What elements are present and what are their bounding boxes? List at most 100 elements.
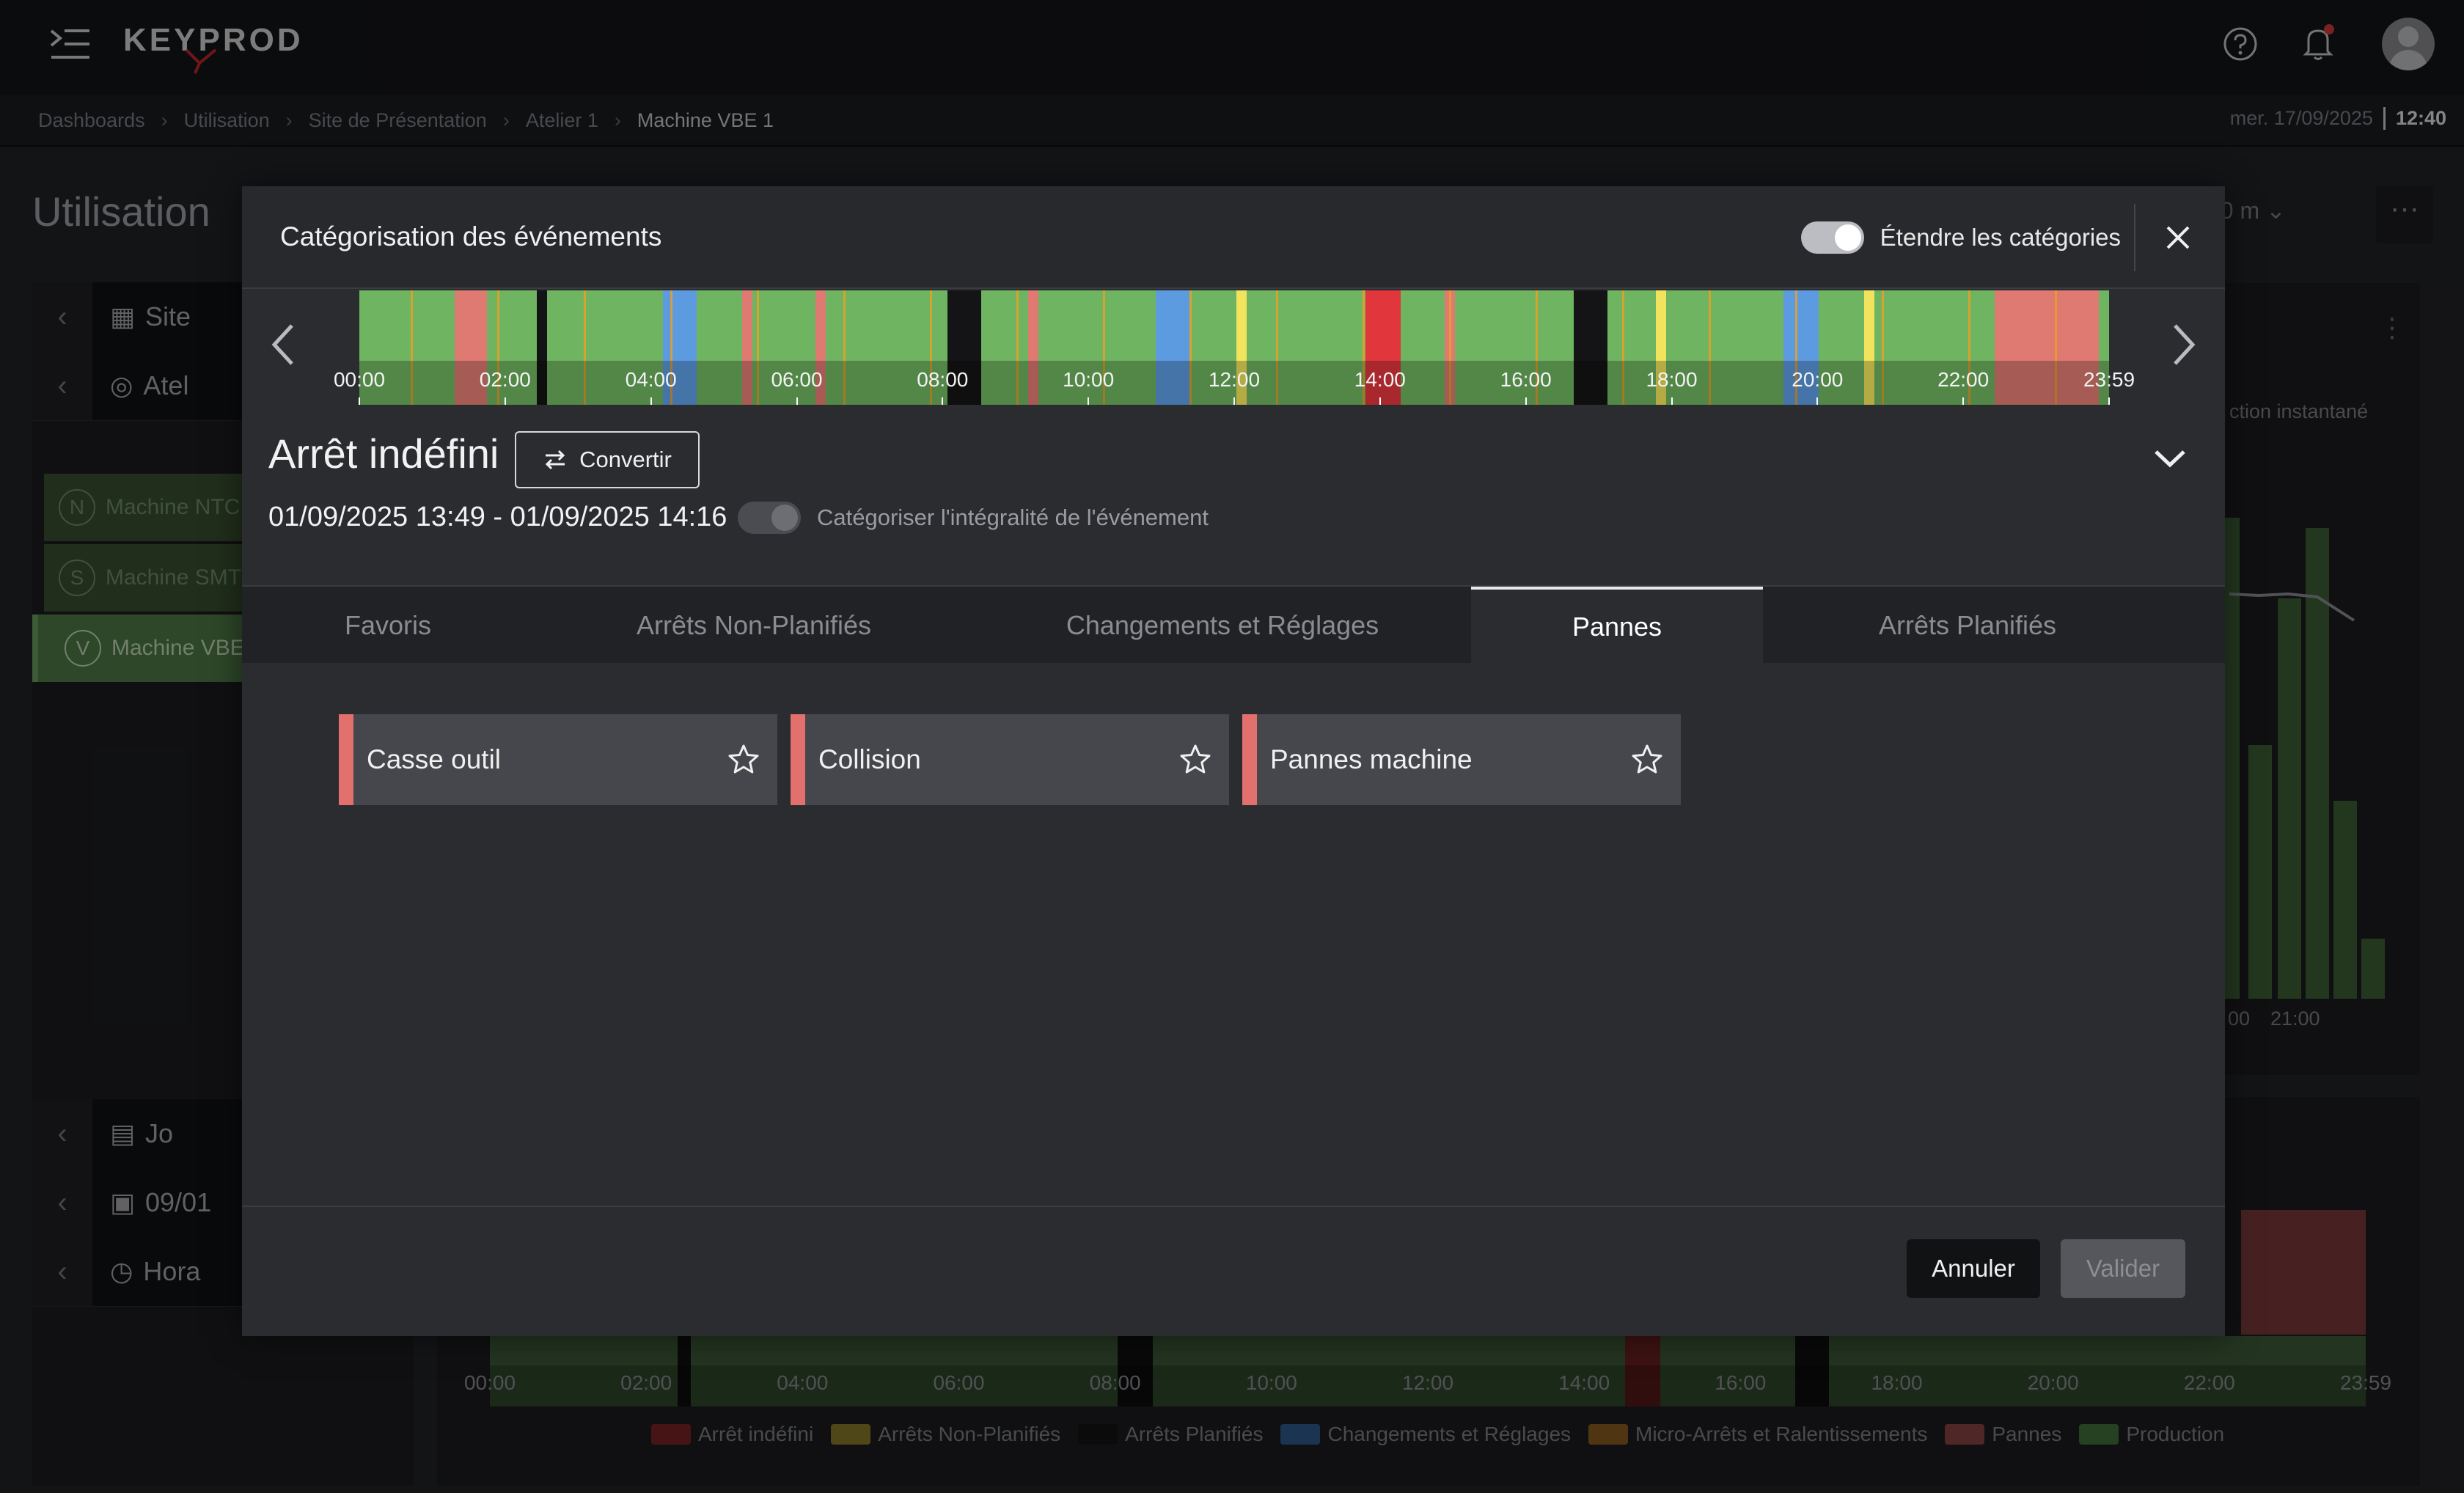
timeline-tick-mark: [2108, 397, 2110, 405]
cancel-button[interactable]: Annuler: [1907, 1239, 2040, 1298]
chart-legend: Arrêt indéfini Arrêts Non-Planifiés Arrêts…: [651, 1423, 2233, 1446]
legend-swatch: [1280, 1424, 1321, 1445]
current-date: mer. 17/09/2025: [2229, 107, 2373, 129]
legend-label: Micro-Arrêts et Ralentissements: [1635, 1423, 1928, 1445]
bell-icon[interactable]: [2300, 23, 2336, 62]
chevron-left-icon[interactable]: ‹: [32, 1168, 92, 1237]
event-timeline[interactable]: [359, 290, 2109, 405]
menu-toggle-icon[interactable]: [48, 26, 92, 62]
category-tabs: Favoris Arrêts Non-Planifiés Changements…: [242, 585, 2225, 664]
chevron-left-icon[interactable]: ‹: [32, 1099, 92, 1168]
tab-arrets-non-planifies[interactable]: Arrêts Non-Planifiés: [636, 610, 872, 640]
legend-item[interactable]: Pannes: [1945, 1423, 2061, 1446]
legend-label: Production: [2126, 1423, 2225, 1445]
timeline-tick-label: 22:00: [1937, 368, 1990, 391]
timeline-tick-label: 23:59: [2339, 1371, 2392, 1394]
bottom-timeline-ticks: 00:00 02:00 04:00 06:00 08:00 10:00 12:00 14:00…: [464, 1365, 2391, 1406]
legend-swatch: [2079, 1424, 2119, 1445]
workshop-icon: ◎: [110, 370, 133, 400]
timeline-tick-label: 04:00: [777, 1371, 829, 1394]
categorize-all-label: Catégoriser l'intégralité de l'événement: [817, 505, 1209, 530]
legend-item[interactable]: Production: [2079, 1423, 2224, 1446]
machine-item[interactable]: S Machine SMT: [44, 544, 271, 612]
timeline-tick-mark: [1233, 397, 1235, 405]
legend-item[interactable]: Changements et Réglages: [1280, 1423, 1571, 1446]
timeline-tick-label: 14:00: [1558, 1371, 1610, 1394]
timeline-tick-label: 12:00: [1208, 368, 1261, 391]
categorization-modal: Catégorisation des événements Étendre le…: [242, 186, 2225, 1336]
category-card[interactable]: Casse outil: [339, 714, 777, 805]
chart-bar: [2222, 518, 2240, 999]
breadcrumb-dashboards[interactable]: Dashboards: [38, 109, 145, 131]
timeline-tick-mark: [1671, 397, 1673, 405]
category-card[interactable]: Collision: [791, 714, 1229, 805]
category-card[interactable]: Pannes machine: [1242, 714, 1681, 805]
chart-bar: [2306, 528, 2329, 999]
chevron-left-icon[interactable]: ‹: [32, 282, 92, 351]
panel-menu-icon[interactable]: ⋮: [2379, 312, 2405, 342]
legend-item[interactable]: Arrêts Non-Planifiés: [831, 1423, 1060, 1446]
tab-favoris[interactable]: Favoris: [344, 610, 432, 640]
timeline-tick-label: 08:00: [1089, 1371, 1141, 1394]
timeline-ticks: 00:00 02:00 04:00 06:00 08:00 10:00 12:00 14:00…: [334, 361, 2135, 405]
timeline-tick-mark: [1525, 397, 1527, 405]
breadcrumb-site[interactable]: Site de Présentation: [308, 109, 487, 131]
top-bar: KEYPROD: [0, 0, 2464, 95]
timeline-tick-label: 12:00: [1401, 1371, 1454, 1394]
validate-button[interactable]: Valider: [2061, 1239, 2185, 1298]
chevron-right-icon: ›: [502, 109, 510, 131]
machine-type-icon: S: [59, 560, 95, 596]
timeline-tick-label: 23:59: [2083, 368, 2135, 391]
favorite-star-icon[interactable]: [726, 742, 761, 777]
modal-title: Catégorisation des événements: [280, 221, 662, 252]
categorize-all-toggle[interactable]: [738, 502, 801, 534]
tab-arrets-planifies[interactable]: Arrêts Planifiés: [1878, 610, 2057, 640]
close-icon[interactable]: [2160, 220, 2196, 255]
timeline-tick-mark: [359, 397, 360, 405]
timeline-prev-icon[interactable]: [264, 315, 305, 374]
timeline-tick-label: 06:00: [933, 1371, 985, 1394]
timeline-tick-label: 04:00: [625, 368, 677, 391]
machine-item[interactable]: N Machine NTC: [44, 474, 271, 541]
timeline-tick-label: 00:00: [463, 1371, 516, 1394]
user-avatar-icon[interactable]: [2382, 18, 2435, 70]
more-options-icon[interactable]: ···: [2376, 186, 2433, 243]
breadcrumb-atelier[interactable]: Atelier 1: [525, 109, 598, 131]
chart-tick: 21:00: [2270, 1008, 2320, 1030]
page-title: Utilisation: [32, 188, 210, 235]
legend-item[interactable]: Micro-Arrêts et Ralentissements: [1588, 1423, 1927, 1446]
chevron-right-icon: ›: [614, 109, 621, 131]
favorite-star-icon[interactable]: [1178, 742, 1213, 777]
chevron-down-icon[interactable]: [2152, 444, 2188, 474]
machine-item-selected[interactable]: V Machine VBE: [32, 615, 271, 682]
timeline-tick-mark: [1962, 397, 1965, 405]
convert-button[interactable]: Convertir: [515, 431, 700, 488]
extend-categories-control: Étendre les catégories: [1800, 221, 2121, 254]
timeline-tick-mark: [942, 397, 944, 405]
chart-bar: [2333, 801, 2357, 999]
breadcrumb-utilisation[interactable]: Utilisation: [183, 109, 270, 131]
timeline-tick-mark: [650, 397, 652, 405]
timeline-next-icon[interactable]: [2162, 315, 2203, 374]
legend-item[interactable]: Arrêt indéfini: [651, 1423, 813, 1446]
chevron-left-icon[interactable]: ‹: [32, 1237, 92, 1306]
timeline-tick-label: 16:00: [1715, 1371, 1767, 1394]
chevron-left-icon[interactable]: ‹: [32, 351, 92, 420]
bottom-timeline: [490, 1336, 2366, 1406]
timeline-tick-label: 22:00: [2183, 1371, 2235, 1394]
tab-changements-reglages[interactable]: Changements et Réglages: [1066, 610, 1379, 640]
calendar-icon: ▤: [110, 1118, 136, 1148]
chart-trend-line: [2229, 592, 2355, 622]
help-circle-icon[interactable]: [2222, 26, 2259, 62]
legend-label: Arrêts Non-Planifiés: [878, 1423, 1061, 1445]
legend-item[interactable]: Arrêts Planifiés: [1078, 1423, 1263, 1446]
extend-categories-toggle[interactable]: [1800, 221, 1864, 254]
category-label: Pannes machine: [1270, 744, 1473, 774]
breadcrumb: Dashboards › Utilisation › Site de Présent…: [0, 95, 2464, 147]
extend-categories-label: Étendre les catégories: [1880, 224, 2121, 251]
tab-pannes[interactable]: Pannes: [1471, 587, 1763, 664]
legend-swatch: [831, 1424, 871, 1445]
breadcrumb-current: Machine VBE 1: [637, 109, 774, 131]
favorite-star-icon[interactable]: [1629, 742, 1665, 777]
timeline-tick-label: 20:00: [1792, 368, 1844, 391]
